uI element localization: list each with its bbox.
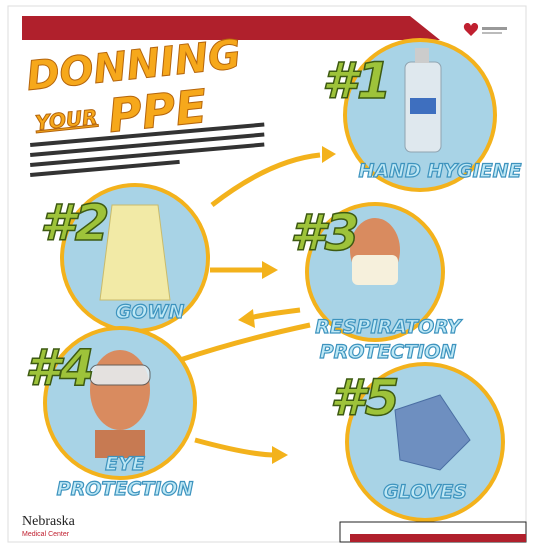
step-label: HAND HYGIENE: [358, 160, 521, 182]
step-label: GLOVES: [383, 481, 467, 503]
step-label: PROTECTION: [57, 478, 194, 500]
step-label: EYE: [105, 453, 145, 475]
inset-banner: [350, 534, 526, 542]
step-label: RESPIRATORY: [315, 316, 463, 338]
step-number: #2: [40, 194, 110, 252]
step-number: #4: [25, 339, 95, 397]
logo-subtext: Medical Center: [22, 531, 70, 538]
step-number: #5: [330, 369, 400, 427]
step-number: #3: [290, 204, 360, 262]
step-number: #1: [322, 52, 392, 110]
step-label: PROTECTION: [320, 341, 457, 363]
logo-text: Nebraska: [22, 514, 76, 529]
step-label: GOWN: [116, 301, 185, 323]
poster: DONNING YOUR PPE #1 HAND HYGIENE #2 GOWN…: [0, 0, 533, 545]
